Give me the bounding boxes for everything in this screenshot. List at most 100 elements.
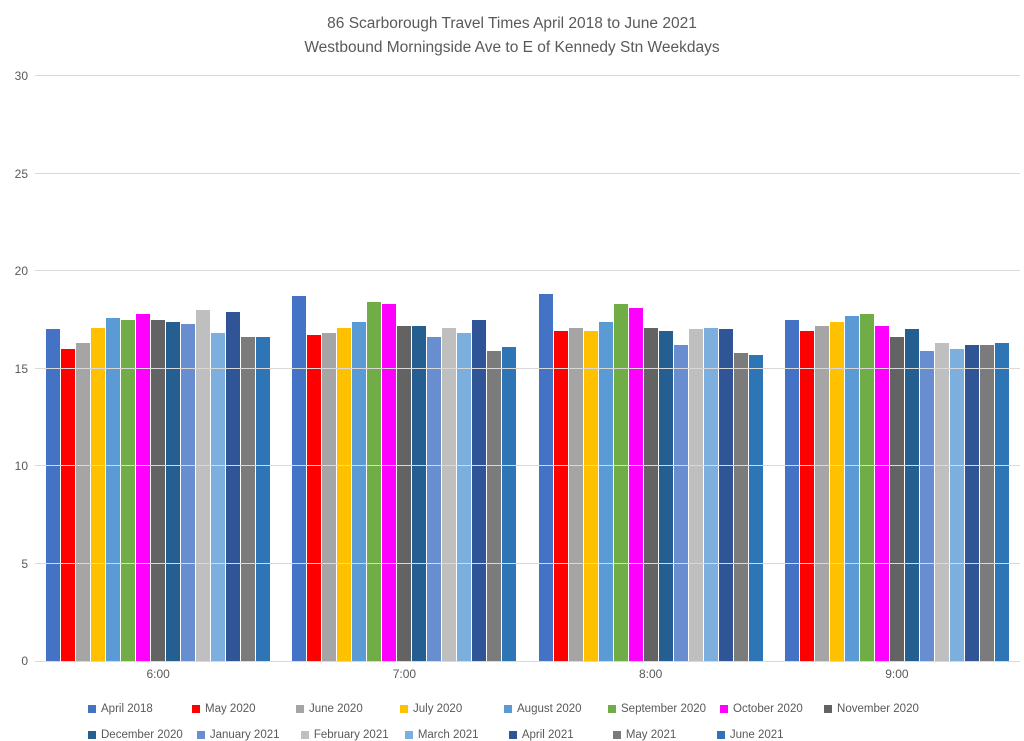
bar (337, 328, 352, 661)
bar (658, 331, 673, 661)
legend-swatch-icon (508, 731, 517, 739)
bar-group-6:00 (35, 76, 281, 661)
bar (322, 333, 337, 661)
bar (136, 314, 151, 661)
bar (151, 320, 166, 661)
x-tick-label-9:00: 9:00 (885, 667, 909, 681)
legend-swatch-icon (716, 731, 725, 739)
y-tick-label-15: 15 (14, 361, 28, 376)
y-tick-label-30: 30 (14, 69, 28, 83)
legend-swatch-icon (400, 705, 408, 713)
bar (46, 329, 61, 661)
legend-item: February 2021 (300, 729, 405, 741)
gridline-5 (35, 562, 1020, 564)
bar (457, 333, 472, 661)
bar (307, 335, 322, 661)
legend: April 2018 May 2020 June 2020 July 2020 Augu… (88, 696, 988, 741)
legend-item: September 2020 (608, 703, 720, 715)
legend-item: December 2020 (88, 729, 197, 741)
legend-item: November 2020 (824, 703, 933, 715)
legend-item: October 2020 (720, 703, 824, 715)
bar (964, 345, 979, 661)
bar (814, 326, 829, 661)
legend-item: May 2021 (612, 729, 717, 741)
legend-label: November 2020 (837, 703, 919, 715)
bar (382, 304, 397, 661)
bar (688, 329, 703, 661)
y-axis: 0 5 10 15 20 25 30 (0, 70, 28, 667)
bar (784, 320, 799, 661)
bar (844, 316, 859, 661)
bar (442, 328, 457, 661)
gridline-25 (35, 172, 1020, 174)
bar (91, 328, 106, 661)
bar (904, 329, 919, 661)
bar (733, 353, 748, 661)
bar (718, 329, 733, 661)
bar (748, 355, 763, 661)
bar (472, 320, 487, 661)
bar (643, 328, 658, 661)
bar (583, 331, 598, 661)
legend-swatch-icon (720, 705, 729, 713)
bar (76, 343, 91, 661)
legend-item: August 2020 (504, 703, 608, 715)
bar (613, 304, 628, 661)
bar (568, 328, 583, 661)
legend-row-2: December 2020 January 2021 February 2021 Ma… (88, 722, 988, 741)
legend-swatch-icon (88, 731, 96, 739)
legend-label: August 2020 (517, 703, 582, 715)
legend-item: April 2018 (88, 703, 192, 715)
legend-swatch-icon (612, 731, 621, 739)
legend-item: June 2021 (716, 729, 821, 741)
bar (934, 343, 949, 661)
bar (487, 351, 502, 661)
legend-item: May 2020 (192, 703, 296, 715)
bar (949, 349, 964, 661)
bar (241, 337, 256, 661)
bar-group-8:00 (528, 76, 774, 661)
bar (703, 328, 718, 661)
bar (106, 318, 121, 661)
bar (538, 294, 553, 661)
gridline-15 (35, 367, 1020, 369)
bar-group-9:00 (774, 76, 1020, 661)
bar (211, 333, 226, 661)
bar (367, 302, 382, 661)
legend-swatch-icon (196, 731, 205, 739)
bar (673, 345, 688, 661)
legend-swatch-icon (300, 731, 309, 739)
legend-swatch-icon (504, 705, 512, 713)
y-tick-label-10: 10 (14, 459, 28, 473)
bar (994, 343, 1009, 661)
bar (829, 322, 844, 661)
legend-label: January 2021 (209, 729, 280, 741)
x-tick-label-8:00: 8:00 (638, 667, 663, 681)
bar (121, 320, 136, 661)
chart-title: 86 Scarborough Travel Times April 2018 t… (0, 12, 1024, 60)
legend-row-1: April 2018 May 2020 June 2020 July 2020 Augu… (88, 696, 988, 722)
legend-label: April 2021 (521, 729, 574, 741)
legend-label: October 2020 (733, 703, 803, 715)
legend-label: April 2018 (101, 703, 153, 715)
legend-label: May 2021 (625, 729, 677, 741)
bar (292, 296, 307, 661)
legend-item: April 2021 (508, 729, 613, 741)
chart-title-line-2: Westbound Morningside Ave to E of Kenned… (304, 39, 720, 56)
bar (412, 326, 427, 661)
bar (889, 337, 904, 661)
bar (226, 312, 241, 661)
legend-label: May 2020 (205, 703, 256, 715)
x-tick-label-6:00: 6:00 (146, 667, 170, 681)
bar (166, 322, 181, 661)
bar (874, 326, 889, 661)
legend-label: March 2021 (417, 729, 479, 741)
legend-label: June 2021 (729, 729, 784, 741)
legend-item: July 2020 (400, 703, 504, 715)
plot-area (35, 75, 1020, 662)
bar (181, 324, 196, 661)
bar (553, 331, 568, 661)
legend-label: December 2020 (101, 729, 183, 741)
legend-item: June 2020 (296, 703, 400, 715)
